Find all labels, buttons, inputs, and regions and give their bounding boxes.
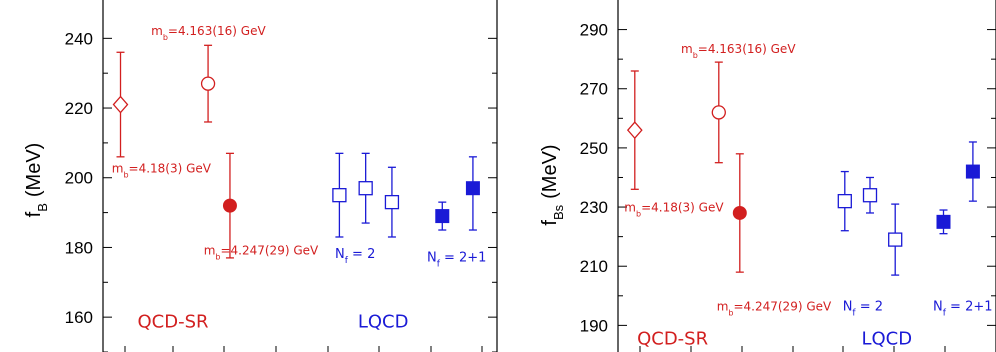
annotation-label: mb=4.163(16) GeV bbox=[151, 24, 266, 42]
annotation-rest: =4.18(3) GeV bbox=[641, 200, 724, 214]
annotation-subscript: f bbox=[852, 309, 856, 319]
annotation-base: N bbox=[933, 300, 943, 315]
group-label: QCD-SR bbox=[637, 329, 708, 350]
y-tick-label: 190 bbox=[580, 316, 608, 335]
group-label: QCD-SR bbox=[138, 312, 209, 333]
annotation-label: Nf = 2 bbox=[335, 247, 375, 266]
annotation-label: Nf = 2+1 bbox=[427, 250, 487, 269]
data-point-square-filled bbox=[936, 214, 951, 229]
y-axis-unit: (MeV) bbox=[23, 143, 45, 197]
annotation-base: m bbox=[204, 243, 216, 257]
annotation-rest: =4.247(29) GeV bbox=[220, 243, 319, 257]
annotation-subscript: b bbox=[215, 252, 220, 261]
annotation-label: Nf = 2 bbox=[843, 300, 883, 319]
annotation-base: m bbox=[681, 42, 693, 56]
annotation-base: m bbox=[151, 24, 163, 38]
y-axis-symbol: f bbox=[23, 211, 45, 217]
annotation-subscript: b bbox=[123, 171, 128, 180]
data-point-circle-filled bbox=[222, 198, 237, 213]
annotation-base: N bbox=[427, 250, 437, 265]
y-tick-label: 230 bbox=[580, 198, 608, 217]
y-tick-label: 200 bbox=[65, 169, 93, 188]
y-tick-label: 210 bbox=[580, 257, 608, 276]
annotation-base: m bbox=[717, 300, 729, 314]
data-point-square-open bbox=[862, 188, 878, 203]
y-tick-label: 220 bbox=[65, 99, 93, 118]
data-point-square-open bbox=[384, 194, 400, 210]
annotation-subscript: b bbox=[728, 309, 733, 318]
annotation-label: mb=4.247(29) GeV bbox=[204, 243, 319, 261]
annotation-rest: =4.163(16) GeV bbox=[168, 24, 267, 38]
y-tick-label: 240 bbox=[65, 29, 93, 48]
data-point-square-open bbox=[358, 181, 373, 196]
y-axis-subscript: B bbox=[35, 203, 50, 212]
group-label: LQCD bbox=[358, 312, 409, 333]
y-axis-subscript: Bs bbox=[551, 204, 566, 220]
data-point-circle-filled bbox=[732, 205, 747, 220]
y-tick-label: 180 bbox=[65, 238, 93, 257]
y-axis-title-text: fB (MeV) bbox=[23, 143, 50, 218]
y-tick-label: 160 bbox=[65, 308, 93, 327]
y-axis-title: fBs (MeV) bbox=[539, 144, 566, 225]
y-axis-title: fB (MeV) bbox=[23, 143, 50, 218]
annotation-subscript: b bbox=[636, 209, 641, 218]
data-point-diamond bbox=[626, 121, 643, 140]
data-point-circle-open bbox=[200, 76, 216, 91]
y-axis-title-text: fBs (MeV) bbox=[539, 144, 566, 225]
annotation-rest: =4.18(3) GeV bbox=[129, 162, 212, 176]
data-point-diamond bbox=[112, 95, 129, 114]
data-point-square-open bbox=[332, 188, 347, 203]
annotation-label: Nf = 2+1 bbox=[933, 300, 993, 319]
group-label: LQCD bbox=[861, 329, 912, 350]
annotation-subscript: b bbox=[163, 33, 168, 42]
annotation-rest: = 2+1 bbox=[946, 300, 993, 315]
annotation-label: mb=4.18(3) GeV bbox=[624, 200, 724, 218]
y-tick-label: 250 bbox=[580, 139, 608, 158]
annotation-base: m bbox=[112, 162, 124, 176]
y-tick-label: 270 bbox=[580, 80, 608, 99]
annotation-rest: = 2 bbox=[856, 300, 883, 315]
data-point-square-filled bbox=[965, 164, 980, 179]
annotation-base: N bbox=[843, 300, 853, 315]
y-axis-symbol: f bbox=[539, 220, 561, 226]
y-tick-label: 290 bbox=[580, 21, 608, 40]
annotation-base: m bbox=[624, 200, 636, 214]
annotation-label: mb=4.247(29) GeV bbox=[717, 300, 832, 318]
annotation-rest: = 2+1 bbox=[440, 250, 487, 265]
data-point-square-filled bbox=[435, 209, 450, 224]
annotation-label: mb=4.18(3) GeV bbox=[112, 162, 212, 180]
y-axis-unit: (MeV) bbox=[539, 144, 561, 198]
data-point-square-open bbox=[888, 232, 903, 247]
annotation-subscript: f bbox=[437, 259, 441, 269]
annotation-label: mb=4.163(16) GeV bbox=[681, 42, 796, 60]
annotation-base: N bbox=[335, 247, 345, 262]
data-point-square-open bbox=[837, 193, 852, 209]
annotation-subscript: f bbox=[345, 256, 349, 266]
data-point-circle-open bbox=[711, 105, 726, 120]
annotation-rest: =4.163(16) GeV bbox=[698, 42, 797, 56]
annotation-rest: =4.247(29) GeV bbox=[733, 300, 832, 314]
annotation-subscript: b bbox=[693, 51, 698, 60]
data-point-square-filled bbox=[465, 181, 480, 196]
annotation-rest: = 2 bbox=[348, 247, 375, 262]
annotation-subscript: f bbox=[943, 309, 947, 319]
